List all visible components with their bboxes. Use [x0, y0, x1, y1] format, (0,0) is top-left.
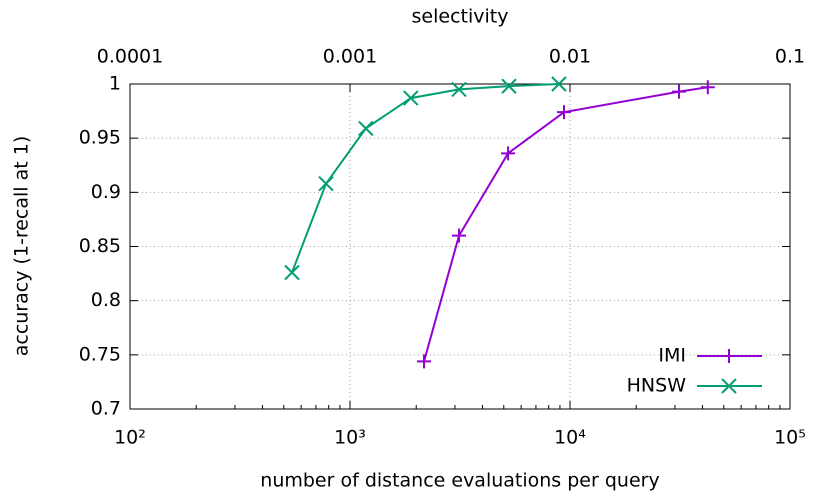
- x-tick-label: 10⁴: [554, 427, 586, 449]
- x2-tick-label: 0.0001: [97, 46, 163, 68]
- marker: [417, 354, 432, 369]
- y-tick-label: 1: [109, 73, 121, 95]
- marker: [451, 81, 467, 98]
- x2-tick-label: 0.001: [323, 46, 377, 68]
- legend-label: HNSW: [627, 375, 687, 397]
- marker: [501, 146, 516, 161]
- y-tick-label: 0.8: [91, 289, 121, 311]
- marker: [672, 84, 687, 99]
- marker: [721, 378, 737, 394]
- legend-label: IMI: [658, 345, 686, 367]
- marker: [284, 264, 300, 281]
- marker: [556, 105, 571, 120]
- marker: [318, 175, 334, 192]
- marker: [358, 120, 374, 137]
- plot-frame: [129, 83, 791, 410]
- y-tick-label: 0.95: [79, 127, 121, 149]
- y-axis-label: accuracy (1-recall at 1): [11, 136, 33, 357]
- marker: [722, 349, 736, 363]
- series-line: [423, 86, 708, 362]
- x-axis-label: number of distance evaluations per query: [260, 470, 659, 492]
- x-tick-label: 10³: [334, 427, 366, 449]
- x2-axis-label: selectivity: [412, 6, 509, 28]
- marker: [452, 228, 467, 243]
- x-tick-label: 10²: [114, 427, 146, 449]
- y-tick-label: 0.9: [91, 181, 121, 203]
- marker: [551, 76, 567, 92]
- marker: [403, 90, 419, 106]
- marker: [501, 78, 517, 94]
- x-tick-label: 10⁵: [774, 427, 806, 449]
- y-tick-label: 0.7: [91, 398, 121, 420]
- marker: [700, 80, 715, 95]
- x2-tick-label: 0.1: [775, 46, 805, 68]
- y-tick-label: 0.85: [79, 235, 121, 257]
- y-tick-label: 0.75: [79, 343, 121, 365]
- x2-tick-label: 0.01: [549, 46, 591, 68]
